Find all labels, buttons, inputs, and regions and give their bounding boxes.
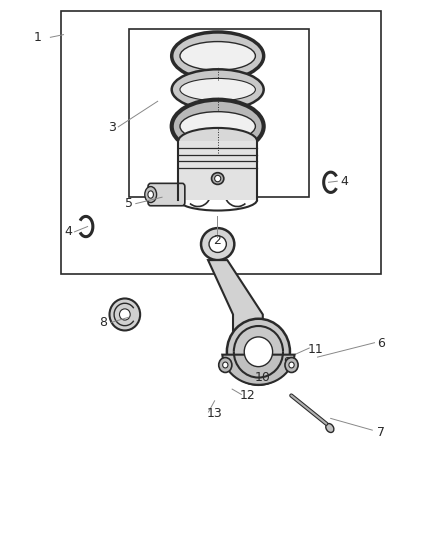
Text: 2: 2	[213, 235, 221, 247]
Ellipse shape	[209, 236, 226, 253]
Text: 4: 4	[64, 225, 72, 238]
Text: 5: 5	[125, 197, 133, 210]
Bar	[61, 11, 381, 274]
Text: 1: 1	[33, 31, 41, 44]
Ellipse shape	[326, 424, 334, 432]
Ellipse shape	[219, 358, 232, 373]
Ellipse shape	[180, 42, 255, 70]
Ellipse shape	[215, 175, 221, 182]
Text: 11: 11	[307, 343, 323, 356]
Text: 12: 12	[240, 389, 255, 402]
Ellipse shape	[289, 362, 294, 368]
Ellipse shape	[172, 32, 264, 80]
Ellipse shape	[172, 100, 264, 153]
Ellipse shape	[227, 319, 290, 385]
Ellipse shape	[180, 111, 255, 141]
Ellipse shape	[212, 173, 224, 184]
Ellipse shape	[110, 298, 140, 330]
Ellipse shape	[180, 78, 255, 101]
Ellipse shape	[201, 228, 234, 260]
Text: 7: 7	[377, 426, 385, 439]
Ellipse shape	[178, 128, 257, 155]
Text: 13: 13	[207, 407, 223, 419]
Ellipse shape	[148, 191, 153, 198]
Text: 10: 10	[255, 371, 271, 384]
Ellipse shape	[244, 337, 272, 367]
Ellipse shape	[223, 362, 228, 368]
Text: 8: 8	[99, 316, 107, 329]
Text: 4: 4	[340, 175, 348, 188]
Ellipse shape	[172, 69, 264, 110]
Ellipse shape	[120, 309, 130, 320]
Text: 6: 6	[377, 337, 385, 350]
Polygon shape	[223, 354, 294, 385]
Text: 3: 3	[108, 122, 116, 134]
Bar	[129, 29, 309, 197]
Bar	[178, 141, 257, 200]
Polygon shape	[208, 260, 263, 349]
FancyBboxPatch shape	[148, 183, 185, 206]
Text: 9: 9	[283, 356, 291, 369]
Ellipse shape	[285, 358, 298, 373]
Ellipse shape	[145, 187, 157, 203]
